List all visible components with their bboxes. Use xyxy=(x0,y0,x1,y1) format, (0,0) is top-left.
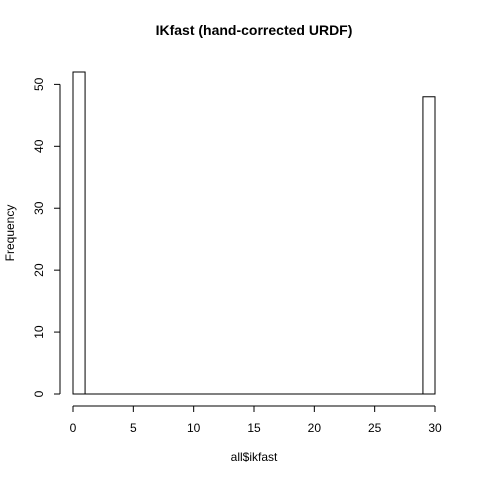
y-axis: 0 10 20 30 40 50 xyxy=(32,77,61,397)
histogram-bar xyxy=(72,71,86,395)
y-tick-label: 0 xyxy=(32,390,46,397)
y-tick-label: 30 xyxy=(32,201,46,215)
y-tick-label: 10 xyxy=(32,325,46,339)
x-axis-label: all$ikfast xyxy=(231,450,278,464)
x-tick-label: 5 xyxy=(130,421,137,435)
y-axis-label: Frequency xyxy=(3,205,17,262)
bars-group xyxy=(72,71,436,395)
x-tick-label: 10 xyxy=(187,421,201,435)
x-tick-label: 25 xyxy=(368,421,382,435)
chart-title: IKfast (hand-corrected URDF) xyxy=(156,22,353,38)
x-tick-label: 20 xyxy=(308,421,322,435)
x-tick-label: 30 xyxy=(428,421,442,435)
x-tick-label: 0 xyxy=(70,421,77,435)
x-axis: 0 5 10 15 20 25 30 xyxy=(70,405,442,435)
histogram-bar xyxy=(422,96,436,395)
x-tick-label: 15 xyxy=(247,421,261,435)
y-tick-label: 20 xyxy=(32,263,46,277)
y-tick-label: 50 xyxy=(32,77,46,91)
y-tick-label: 40 xyxy=(32,139,46,153)
